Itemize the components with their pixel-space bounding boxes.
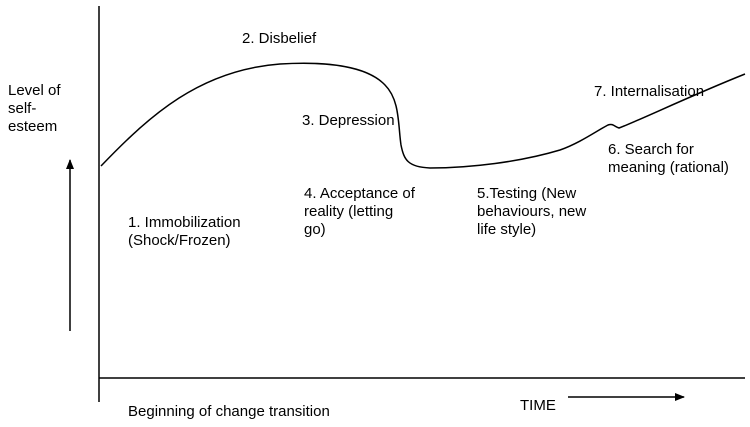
stage-label-immobilization: 1. Immobilization (Shock/Frozen) [128,214,241,249]
stage-label-internalisation: 7. Internalisation [594,83,705,100]
y-axis-label: Level of self- esteem [8,82,61,135]
x-axis-start-label: Beginning of change transition [128,403,330,420]
stage-label-testing: 5.Testing (New behaviours, new life styl… [477,185,587,238]
self-esteem-curve [100,62,746,169]
stage-label-disbelief: 2. Disbelief [242,30,317,47]
stage-label-search: 6. Search for meaning (rational) [608,141,729,176]
time-label: TIME [520,397,556,414]
stage-label-acceptance: 4. Acceptance of reality (letting go) [304,185,415,238]
stage-label-depression: 3. Depression [302,112,395,129]
